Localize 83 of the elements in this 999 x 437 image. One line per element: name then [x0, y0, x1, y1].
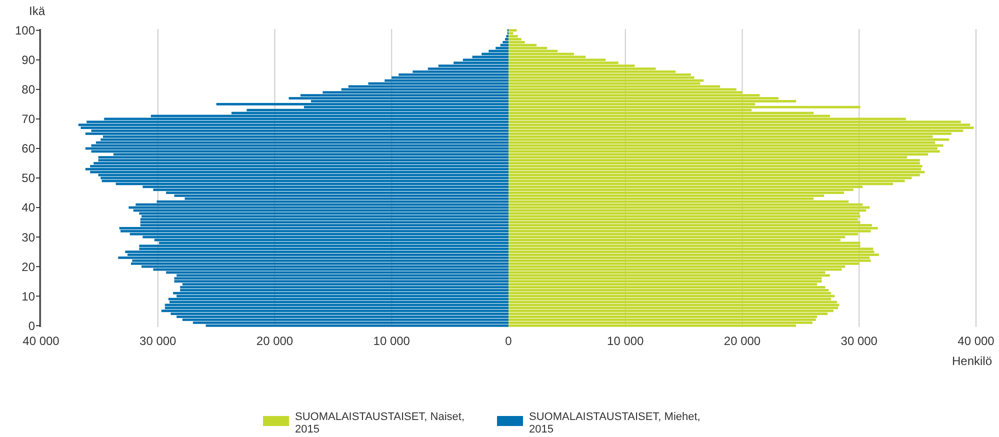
x-tick-label: 40 000 [22, 334, 60, 348]
bar [85, 132, 508, 135]
y-tick-label: 100 [14, 24, 36, 38]
bar [140, 221, 508, 224]
bar [161, 310, 508, 312]
bar [102, 180, 508, 182]
bar [139, 244, 508, 248]
bar [120, 230, 508, 232]
y-tick-label: 0 [28, 318, 36, 333]
y-tick-label: 60 [22, 142, 36, 156]
bar [504, 38, 508, 40]
bar [508, 170, 925, 174]
bar [508, 294, 835, 298]
bar [508, 286, 826, 288]
bar [502, 40, 508, 44]
bar [125, 250, 508, 254]
bar [216, 102, 508, 106]
bar [140, 218, 508, 221]
bar [508, 159, 920, 162]
bar [508, 321, 812, 324]
legend-label: SUOMALAISTAUSTAISET, Naiset, 2015 [295, 411, 465, 436]
bar [508, 150, 940, 153]
bar [508, 280, 822, 283]
legend-label: SUOMALAISTAUSTAISET, Miehet, 2015 [529, 411, 700, 436]
bar [508, 35, 518, 38]
x-tick-label: 10 000 [373, 334, 410, 348]
y-tick-label: 40 [22, 200, 36, 215]
x-tick-label: 40 000 [958, 334, 995, 348]
bar [174, 277, 508, 280]
bar [173, 292, 508, 294]
bar [80, 126, 508, 130]
bar [508, 73, 691, 76]
x-tick-label: 30 000 [840, 334, 878, 348]
bar [508, 162, 920, 164]
x-tick-label: 0 [505, 334, 512, 348]
y-tick-label: 90 [22, 53, 36, 68]
bar [508, 306, 838, 310]
bar [508, 318, 816, 321]
bar [96, 141, 508, 144]
bar [508, 138, 950, 141]
x-tick-label: 30 000 [140, 334, 177, 348]
y-tick-label: 50 [22, 171, 36, 186]
y-tick-label: 70 [22, 112, 36, 126]
bar [508, 292, 832, 294]
bar [508, 100, 796, 102]
bar [180, 286, 508, 288]
bar [164, 306, 508, 310]
y-tick-label: 80 [22, 82, 36, 97]
x-tick-label: 20 000 [256, 334, 294, 348]
bar [508, 106, 860, 108]
bar [508, 215, 860, 218]
bar [174, 280, 508, 283]
bar [508, 38, 522, 40]
bar [508, 226, 878, 230]
bar [130, 262, 508, 265]
bar [94, 162, 508, 164]
bar [142, 215, 508, 218]
x-tick-label: 10 000 [607, 334, 644, 348]
bar [508, 218, 858, 221]
bar [508, 274, 830, 277]
bar [508, 254, 879, 256]
bar [508, 164, 922, 168]
bar [508, 126, 974, 130]
y-tick-label: 20 [22, 260, 36, 274]
y-tick-label: 10 [22, 289, 36, 304]
bar [78, 124, 508, 126]
bar [508, 79, 704, 82]
bar [85, 168, 508, 170]
bar [508, 124, 970, 126]
bar [288, 97, 508, 100]
bar [118, 256, 508, 259]
x-axis-title: Henkilö [952, 354, 992, 368]
bar [508, 29, 517, 32]
y-tick-label: 30 [22, 230, 36, 244]
bar [119, 226, 508, 230]
y-axis-title: Ikä [29, 4, 46, 18]
x-tick-label: 20 000 [724, 334, 761, 348]
bar [98, 156, 508, 159]
bar [168, 298, 508, 300]
bar [508, 288, 829, 292]
bar [508, 168, 922, 170]
bar [508, 259, 871, 262]
bar [508, 248, 874, 250]
